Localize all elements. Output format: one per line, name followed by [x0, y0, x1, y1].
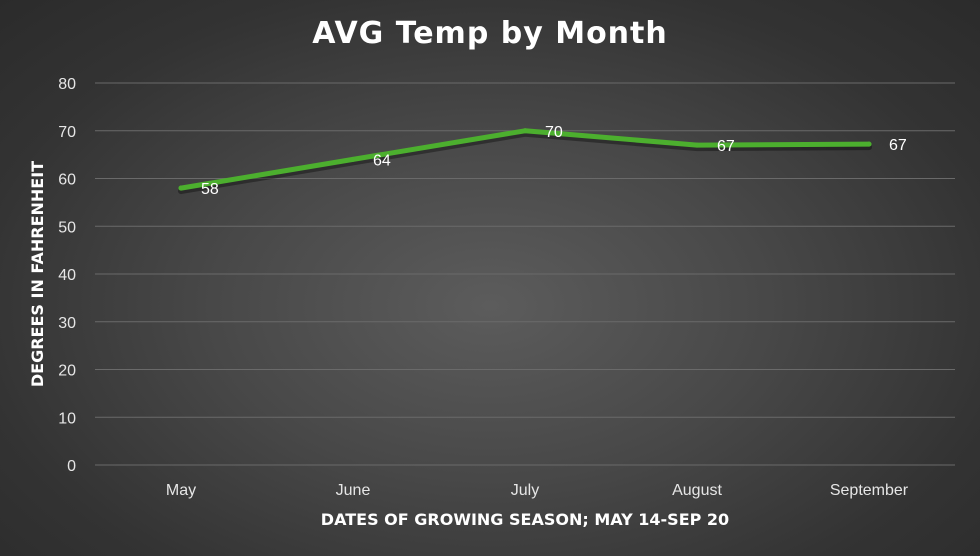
x-tick-label-july: July — [511, 482, 539, 499]
y-axis-title: DEGREES IN FAHRENHEIT — [28, 160, 47, 388]
y-tick-label-30: 30 — [58, 315, 76, 332]
data-label-may: 58 — [201, 181, 219, 198]
x-tick-label-august: August — [672, 482, 722, 499]
y-tick-label-70: 70 — [58, 124, 76, 141]
data-labels: 58 64 70 67 67 — [201, 124, 907, 198]
series-line-group — [178, 128, 872, 195]
data-point-august — [694, 142, 700, 148]
data-point-may — [178, 185, 184, 191]
series-line-shadow — [178, 130, 872, 195]
y-axis-tick-labels: 0 10 20 30 40 50 60 70 80 — [58, 76, 76, 475]
gridlines — [95, 82, 955, 466]
data-label-september: 67 — [889, 137, 907, 154]
y-tick-label-80: 80 — [58, 76, 76, 93]
y-tick-label-40: 40 — [58, 267, 76, 284]
x-tick-label-june: June — [336, 482, 371, 499]
x-tick-label-may: May — [166, 482, 196, 499]
data-label-august: 67 — [717, 138, 735, 155]
data-label-july: 70 — [545, 124, 563, 141]
y-tick-label-20: 20 — [58, 363, 76, 380]
data-point-september — [866, 141, 872, 147]
y-tick-label-10: 10 — [58, 410, 76, 427]
data-label-june: 64 — [373, 152, 391, 169]
x-axis-title: DATES OF GROWING SEASON; MAY 14-SEP 20 — [320, 510, 730, 529]
y-tick-label-60: 60 — [58, 172, 76, 189]
y-tick-label-0: 0 — [67, 458, 76, 475]
chart-title: AVG Temp by Month — [312, 16, 668, 51]
data-point-july — [522, 128, 528, 134]
data-point-june — [350, 156, 356, 162]
y-tick-label-50: 50 — [58, 219, 76, 236]
series-line — [178, 128, 872, 191]
x-axis-tick-labels: May June July August September — [166, 482, 909, 499]
x-tick-label-september: September — [830, 482, 909, 499]
